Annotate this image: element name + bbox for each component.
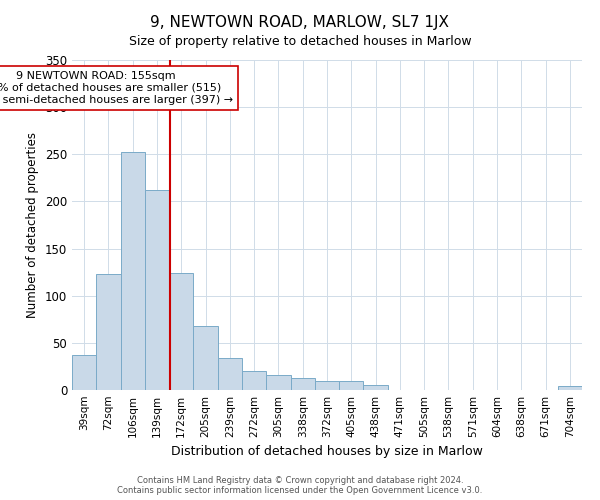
Text: Contains HM Land Registry data © Crown copyright and database right 2024.
Contai: Contains HM Land Registry data © Crown c… (118, 476, 482, 495)
Bar (242, 371, 266, 390)
Bar (193, 326, 218, 390)
Bar (72, 355, 96, 390)
Text: 9, NEWTOWN ROAD, MARLOW, SL7 1JX: 9, NEWTOWN ROAD, MARLOW, SL7 1JX (151, 15, 449, 30)
Bar (364, 386, 388, 390)
Bar (96, 274, 121, 390)
Text: 9 NEWTOWN ROAD: 155sqm
← 56% of detached houses are smaller (515)
44% of semi-de: 9 NEWTOWN ROAD: 155sqm ← 56% of detached… (0, 72, 233, 104)
Bar (145, 190, 169, 390)
Bar (218, 358, 242, 390)
Bar (121, 152, 145, 390)
Bar (558, 386, 582, 390)
Bar (315, 380, 339, 390)
Y-axis label: Number of detached properties: Number of detached properties (26, 132, 40, 318)
Bar (169, 273, 193, 390)
Text: Size of property relative to detached houses in Marlow: Size of property relative to detached ho… (128, 35, 472, 48)
Bar (290, 378, 315, 390)
Bar (339, 380, 364, 390)
X-axis label: Distribution of detached houses by size in Marlow: Distribution of detached houses by size … (171, 446, 483, 458)
Bar (266, 375, 290, 390)
